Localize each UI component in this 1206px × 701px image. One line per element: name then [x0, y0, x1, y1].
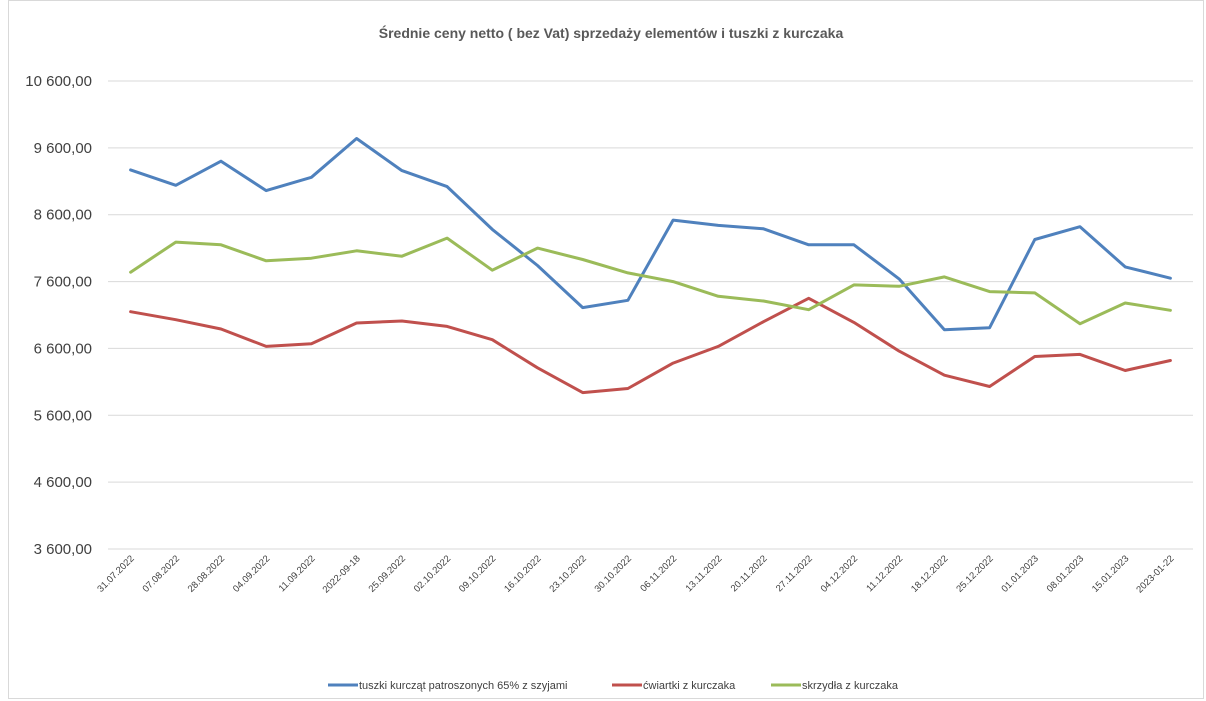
- x-tick-label: 30.10.2022: [593, 553, 634, 594]
- y-tick-label: 6 600,00: [34, 340, 92, 357]
- y-tick-label: 8 600,00: [34, 207, 92, 224]
- x-tick-label: 09.10.2022: [457, 553, 498, 594]
- x-tick-label: 27.11.2022: [774, 553, 815, 594]
- x-tick-label: 06.11.2022: [638, 553, 679, 594]
- x-tick-label: 11.12.2022: [864, 553, 905, 594]
- x-tick-label: 04.12.2022: [819, 553, 860, 594]
- legend-label: ćwiartki z kurczaka: [643, 680, 736, 692]
- y-tick-label: 9 600,00: [34, 140, 92, 157]
- series-line-3: [129, 236, 1172, 326]
- legend-label: tuszki kurcząt patroszonych 65% z szyjam…: [359, 680, 567, 692]
- x-tick-label: 31.07.2022: [95, 553, 136, 594]
- series-line-2: [129, 296, 1172, 395]
- y-tick-label: 10 600,00: [25, 73, 92, 90]
- x-tick-label: 04.09.2022: [231, 553, 272, 594]
- chart-title: Średnie ceny netto ( bez Vat) sprzedaży …: [379, 24, 844, 41]
- x-tick-label: 18.12.2022: [909, 553, 950, 594]
- x-tick-label: 02.10.2022: [412, 553, 453, 594]
- y-axis-ticks: 10 600,00 9 600,00 8 600,00 7 600,00 6 600,0…: [25, 73, 92, 558]
- x-tick-label: 2022-09-18: [321, 553, 363, 595]
- x-tick-label: 28.08.2022: [186, 553, 227, 594]
- y-tick-label: 4 600,00: [34, 474, 92, 491]
- legend: tuszki kurcząt patroszonych 65% z szyjam…: [328, 680, 899, 692]
- chart-frame: [8, 0, 1204, 699]
- series-line-1: [129, 137, 1172, 332]
- y-tick-label: 3 600,00: [34, 541, 92, 558]
- x-tick-label: 01.01.2023: [999, 553, 1040, 594]
- x-tick-label: 08.01.2023: [1045, 553, 1086, 594]
- x-tick-label: 15.01.2023: [1090, 553, 1131, 594]
- x-tick-label: 25.12.2022: [954, 553, 995, 594]
- y-tick-label: 5 600,00: [34, 407, 92, 424]
- x-tick-label: 2023-01-22: [1134, 553, 1176, 595]
- x-tick-label: 07.08.2022: [141, 553, 182, 594]
- x-tick-label: 13.11.2022: [684, 553, 725, 594]
- gridlines: [108, 80, 1193, 550]
- legend-label: skrzydła z kurczaka: [802, 680, 899, 692]
- x-tick-label: 16.10.2022: [502, 553, 543, 594]
- x-tick-label: 23.10.2022: [547, 553, 588, 594]
- x-tick-label: 11.09.2022: [277, 553, 318, 594]
- x-axis-ticks: 31.07.2022 07.08.2022 28.08.2022 04.09.2022…: [95, 553, 1176, 595]
- series-lines: [129, 137, 1172, 395]
- y-tick-label: 7 600,00: [34, 274, 92, 291]
- x-tick-label: 25.09.2022: [367, 553, 408, 594]
- x-tick-label: 20.11.2022: [729, 553, 770, 594]
